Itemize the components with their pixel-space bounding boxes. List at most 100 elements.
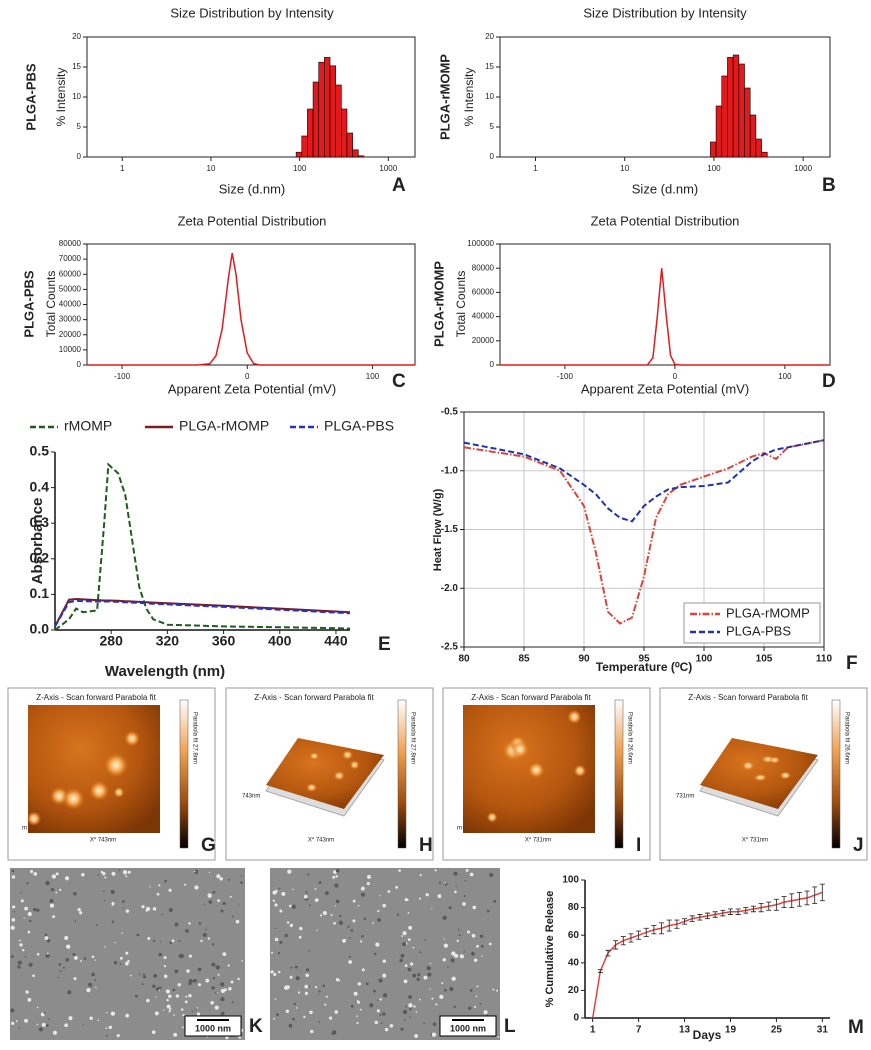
sem-particle <box>184 883 187 886</box>
sem-particle <box>108 1025 113 1030</box>
sem-particle <box>149 886 151 888</box>
sem-particle <box>407 911 410 914</box>
sem-particle <box>223 988 227 992</box>
y-tick-label: 0.5 <box>30 443 50 459</box>
x-tick-label: 280 <box>100 633 124 649</box>
sem-particle <box>426 966 431 971</box>
sem-particle <box>471 951 475 956</box>
image-panel: Z-Axis - Scan forward Parabola fit 731nm X… <box>659 687 868 861</box>
sem-particle <box>52 1030 57 1035</box>
sem-particle <box>163 956 167 960</box>
sem-particle <box>214 1005 219 1010</box>
sem-particle <box>414 1034 419 1038</box>
bar <box>324 57 331 158</box>
sem-particle <box>314 888 317 890</box>
legend-label: PLGA-rMOMP <box>179 418 269 434</box>
sem-particle <box>36 952 40 956</box>
sem-particle <box>181 1026 184 1029</box>
chart: 0.0 0.1 0.2 0.3 0.4 0.5 280 320 360 400 440 Wavelen… <box>29 418 394 680</box>
sem-particle <box>68 1016 73 1021</box>
sem-particle <box>439 994 444 1000</box>
sem-particle <box>476 985 479 988</box>
bar <box>335 84 342 158</box>
sem-particle <box>476 944 479 948</box>
sem-particle <box>220 982 225 987</box>
legend-label: PLGA-PBS <box>324 418 394 434</box>
sem-particle <box>191 1010 194 1012</box>
y-tick-label: 20 <box>568 985 580 996</box>
afm-header: Z-Axis - Scan forward Parabola fit <box>36 693 156 702</box>
error-bar <box>812 886 818 904</box>
bar <box>307 108 314 158</box>
sem-particle <box>435 1003 438 1006</box>
sem-particle <box>73 977 77 981</box>
afm-particle <box>768 756 781 764</box>
sem-particle <box>308 904 311 907</box>
sem-particle <box>292 888 294 891</box>
sem-particle <box>13 910 16 913</box>
image-panel: Z-Axis - Scan forward Parabola fit m X* 73… <box>442 687 651 861</box>
x-axis-label: Apparent Zeta Potential (mV) <box>168 381 336 396</box>
bar <box>721 75 728 158</box>
sem-particle <box>193 870 196 873</box>
sem-particle <box>298 991 301 994</box>
sem-particle <box>188 922 191 925</box>
sem-particle <box>197 967 202 972</box>
sem-particle <box>348 960 353 964</box>
sem-particle <box>26 882 29 885</box>
sem-particle <box>168 888 172 892</box>
panel-letter: M <box>848 1017 864 1038</box>
sem-particle <box>23 917 25 919</box>
sem-particle <box>305 968 310 972</box>
sem-particle <box>127 960 130 963</box>
sem-particle <box>27 911 32 917</box>
sem-particle <box>164 879 167 883</box>
sem-particle <box>274 998 277 1000</box>
sem-particle <box>165 989 171 994</box>
error-bar <box>613 940 619 950</box>
afm-particle <box>779 771 792 780</box>
sem-particle <box>17 960 22 965</box>
afm-particle <box>741 760 755 771</box>
afm-particle <box>124 730 141 747</box>
sem-particle <box>184 1000 188 1004</box>
y-tick-label: 80000 <box>59 239 82 248</box>
sem-particle <box>286 921 290 924</box>
y-tick-label: 0.4 <box>30 478 50 494</box>
sem-particle <box>58 963 62 966</box>
y-tick-label: -2.5 <box>441 642 459 653</box>
sem-particle <box>460 955 462 958</box>
sem-particle <box>166 998 169 1002</box>
sem-particle <box>278 970 281 974</box>
sem-particle <box>279 940 283 944</box>
sem-particle <box>405 1005 408 1008</box>
sem-particle <box>404 964 408 968</box>
side-label: PLGA-PBS <box>23 63 38 131</box>
sem-particle <box>10 925 15 930</box>
sem-particle <box>361 968 365 972</box>
sem-particle <box>475 995 478 998</box>
error-bar <box>651 925 657 935</box>
sem-particle <box>278 887 281 890</box>
bar <box>732 54 740 158</box>
y-tick-label: 20000 <box>472 336 495 345</box>
sem-particle <box>88 982 93 987</box>
sem-particle <box>136 933 140 937</box>
sem-particle <box>22 949 25 952</box>
sem-particle <box>273 972 277 976</box>
sem-particle <box>82 1024 84 1026</box>
sem-particle <box>179 953 184 959</box>
x-tick-label: 100 <box>366 372 380 381</box>
sem-particle <box>382 993 388 998</box>
sem-particle <box>382 973 387 978</box>
sem-particle <box>429 988 431 990</box>
sem-particle <box>447 965 449 968</box>
sem-particle <box>317 993 319 996</box>
afm-surface <box>700 738 818 809</box>
sem-particle <box>367 874 371 879</box>
afm-header: Z-Axis - Scan forward Parabola fit <box>471 693 591 702</box>
sem-particle <box>155 987 160 991</box>
side-label: PLGA-rMOMP <box>431 261 446 347</box>
sem-particle <box>288 904 292 908</box>
x-tick-label: 10 <box>207 164 216 173</box>
